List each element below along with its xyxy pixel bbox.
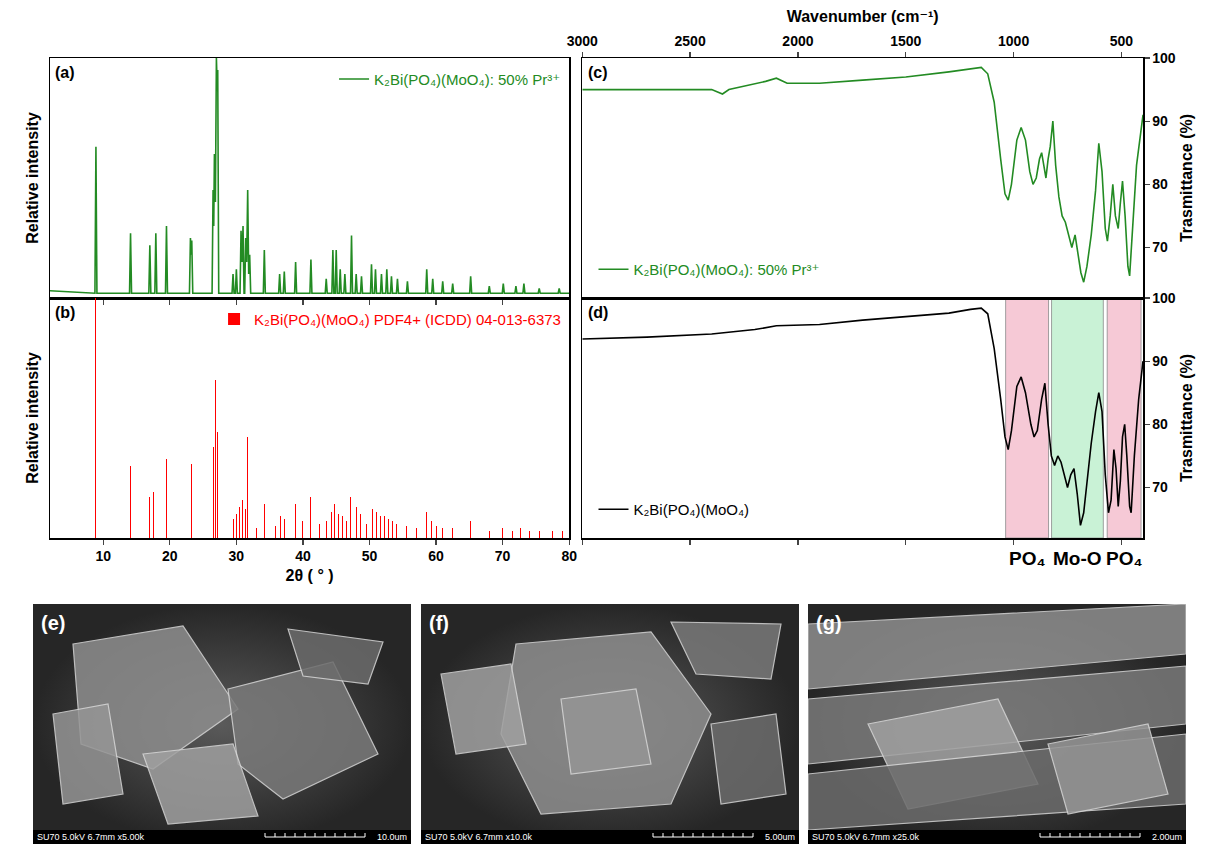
svg-text:100: 100 (1152, 50, 1176, 66)
svg-text:500: 500 (1110, 33, 1134, 49)
svg-text:2θ ( ° ): 2θ ( ° ) (286, 567, 334, 584)
svg-text:80: 80 (1152, 416, 1168, 432)
svg-text:80: 80 (561, 548, 577, 564)
svg-text:1500: 1500 (890, 33, 921, 49)
svg-text:70: 70 (1152, 239, 1168, 255)
svg-text:K₂Bi(PO₄)(MoO₄) PDF4+ (ICDD) 0: K₂Bi(PO₄)(MoO₄) PDF4+ (ICDD) 04-013-6373 (254, 311, 561, 328)
svg-text:70: 70 (495, 548, 511, 564)
svg-text:2000: 2000 (782, 33, 813, 49)
svg-text:(e): (e) (41, 612, 65, 634)
svg-text:50: 50 (362, 548, 378, 564)
svg-text:100: 100 (1152, 290, 1176, 306)
svg-text:60: 60 (428, 548, 444, 564)
svg-text:SU70 5.0kV 6.7mm x10.0k: SU70 5.0kV 6.7mm x10.0k (425, 832, 533, 842)
svg-text:Wavenumber (cm⁻¹): Wavenumber (cm⁻¹) (787, 8, 939, 25)
svg-text:1000: 1000 (998, 33, 1029, 49)
svg-text:K₂Bi(PO₄)(MoO₄): 50% Pr³⁺: K₂Bi(PO₄)(MoO₄): 50% Pr³⁺ (374, 71, 560, 88)
svg-text:Trasmittance (%): Trasmittance (%) (1178, 354, 1195, 482)
svg-text:(f): (f) (429, 612, 449, 634)
svg-text:5.00um: 5.00um (765, 832, 795, 842)
svg-text:(a): (a) (55, 64, 75, 81)
svg-text:PO₄: PO₄ (1106, 548, 1143, 569)
svg-text:PO₄: PO₄ (1009, 548, 1046, 569)
svg-text:2500: 2500 (675, 33, 706, 49)
svg-text:Relative intensity: Relative intensity (24, 112, 41, 244)
svg-text:20: 20 (162, 548, 178, 564)
svg-text:K₂Bi(PO₄)(MoO₄): K₂Bi(PO₄)(MoO₄) (634, 501, 750, 518)
svg-text:2.00um: 2.00um (1152, 832, 1182, 842)
svg-text:(c): (c) (588, 64, 608, 81)
svg-text:70: 70 (1152, 479, 1168, 495)
svg-text:(g): (g) (816, 612, 842, 634)
svg-text:Relative intensity: Relative intensity (24, 352, 41, 484)
svg-text:Trasmittance (%): Trasmittance (%) (1178, 114, 1195, 242)
svg-text:40: 40 (295, 548, 311, 564)
svg-text:SU70 5.0kV 6.7mm x25.0k: SU70 5.0kV 6.7mm x25.0k (812, 832, 920, 842)
svg-text:10: 10 (95, 548, 111, 564)
svg-text:30: 30 (229, 548, 245, 564)
svg-text:3000: 3000 (567, 33, 598, 49)
svg-text:80: 80 (1152, 176, 1168, 192)
svg-text:Mo-O: Mo-O (1053, 548, 1102, 569)
svg-text:K₂Bi(PO₄)(MoO₄): 50% Pr³⁺: K₂Bi(PO₄)(MoO₄): 50% Pr³⁺ (634, 261, 820, 278)
svg-text:(d): (d) (588, 304, 608, 321)
svg-text:(b): (b) (55, 304, 75, 321)
svg-text:10.0um: 10.0um (377, 832, 407, 842)
svg-text:90: 90 (1152, 113, 1168, 129)
svg-text:SU70 5.0kV 6.7mm x5.00k: SU70 5.0kV 6.7mm x5.00k (37, 832, 145, 842)
svg-text:90: 90 (1152, 353, 1168, 369)
